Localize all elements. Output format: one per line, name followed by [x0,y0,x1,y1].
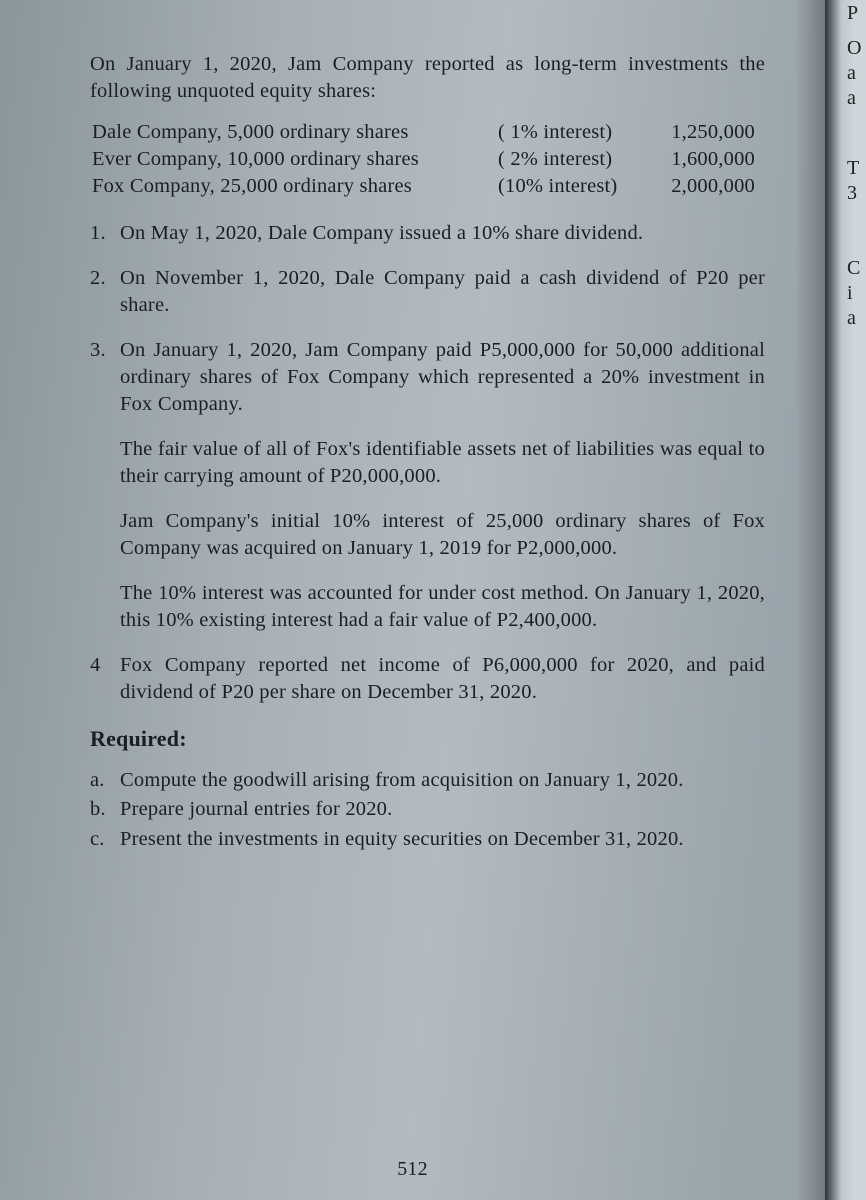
cutoff-char: O [847,35,862,61]
list-item: 4 Fox Company reported net income of P6,… [90,652,765,706]
item-body: On May 1, 2020, Dale Company issued a 10… [120,220,765,247]
table-row: Fox Company, 25,000 ordinary shares (10%… [90,173,765,200]
inv-interest: ( 1% interest) [496,119,647,146]
cutoff-char: P [847,0,858,26]
table-row: Dale Company, 5,000 ordinary shares ( 1%… [90,119,765,146]
inv-interest: ( 2% interest) [496,146,647,173]
list-item: 3. On January 1, 2020, Jam Company paid … [90,337,765,634]
item-body: Compute the goodwill arising from acquis… [120,767,765,794]
list-item: c. Present the investments in equity sec… [90,826,765,853]
item-marker: c. [90,826,120,853]
item-marker: 4 [90,652,120,706]
inv-name: Fox Company, 25,000 ordinary shares [90,173,496,200]
inv-amount: 2,000,000 [647,173,765,200]
paragraph: On May 1, 2020, Dale Company issued a 10… [120,220,765,247]
item-body: On January 1, 2020, Jam Company paid P5,… [120,337,765,634]
inv-amount: 1,250,000 [647,119,765,146]
page-gutter-shadow [795,0,825,1200]
paragraph: Fox Company reported net income of P6,00… [120,652,765,706]
list-item: a. Compute the goodwill arising from acq… [90,767,765,794]
inv-interest: (10% interest) [496,173,647,200]
item-body: On November 1, 2020, Dale Company paid a… [120,265,765,319]
inv-name: Dale Company, 5,000 ordinary shares [90,119,496,146]
investments-table: Dale Company, 5,000 ordinary shares ( 1%… [90,119,765,200]
events-list: 1. On May 1, 2020, Dale Company issued a… [90,220,765,707]
paragraph: On November 1, 2020, Dale Company paid a… [120,265,765,319]
item-marker: 1. [90,220,120,247]
paragraph: On January 1, 2020, Jam Company paid P5,… [120,337,765,418]
required-list: a. Compute the goodwill arising from acq… [90,767,765,852]
paragraph: Jam Company's initial 10% interest of 25… [120,508,765,562]
paragraph: The 10% interest was accounted for under… [120,580,765,634]
item-marker: 3. [90,337,120,634]
item-body: Prepare journal entries for 2020. [120,796,765,823]
cutoff-char: a [847,85,856,111]
table-row: Ever Company, 10,000 ordinary shares ( 2… [90,146,765,173]
list-item: 2. On November 1, 2020, Dale Company pai… [90,265,765,319]
required-heading: Required: [90,724,765,753]
cutoff-char: 3 [847,180,857,206]
cutoff-char: a [847,60,856,86]
item-body: Present the investments in equity securi… [120,826,765,853]
paragraph: The fair value of all of Fox's identifia… [120,436,765,490]
cutoff-char: T [847,155,859,181]
page-number: 512 [0,1156,825,1182]
inv-name: Ever Company, 10,000 ordinary shares [90,146,496,173]
item-marker: b. [90,796,120,823]
item-body: Fox Company reported net income of P6,00… [120,652,765,706]
list-item: b. Prepare journal entries for 2020. [90,796,765,823]
list-item: 1. On May 1, 2020, Dale Company issued a… [90,220,765,247]
item-marker: 2. [90,265,120,319]
cutoff-char: i [847,280,853,306]
cutoff-char: a [847,305,856,331]
cutoff-char: C [847,255,861,281]
inv-amount: 1,600,000 [647,146,765,173]
intro-paragraph: On January 1, 2020, Jam Company reported… [90,51,765,105]
adjacent-page-sliver: P O a a T 3 C i a [825,0,866,1200]
item-marker: a. [90,767,120,794]
textbook-page: On January 1, 2020, Jam Company reported… [0,0,825,1200]
